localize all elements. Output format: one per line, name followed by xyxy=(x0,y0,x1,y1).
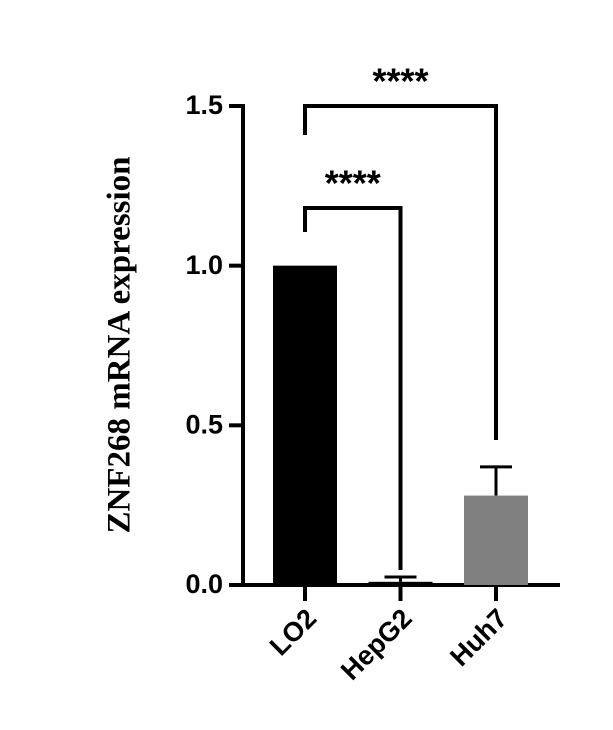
significance-bracket xyxy=(303,104,498,440)
x-tick-label: HepG2 xyxy=(335,603,418,686)
significance-label: **** xyxy=(325,163,381,204)
y-tick-label: 0.5 xyxy=(185,409,223,439)
significance-label: **** xyxy=(372,61,428,102)
bar xyxy=(464,495,528,585)
significance-bracket xyxy=(303,206,403,570)
y-tick-label: 1.0 xyxy=(185,250,223,280)
x-tick-label: Huh7 xyxy=(444,603,513,672)
bar xyxy=(368,581,433,585)
y-tick-label: 0.0 xyxy=(185,569,223,599)
y-axis-label: ZNF268 mRNA expression xyxy=(102,156,138,533)
y-tick-label: 1.5 xyxy=(185,90,223,120)
bar xyxy=(273,265,337,585)
x-tick-label: LO2 xyxy=(264,603,322,661)
